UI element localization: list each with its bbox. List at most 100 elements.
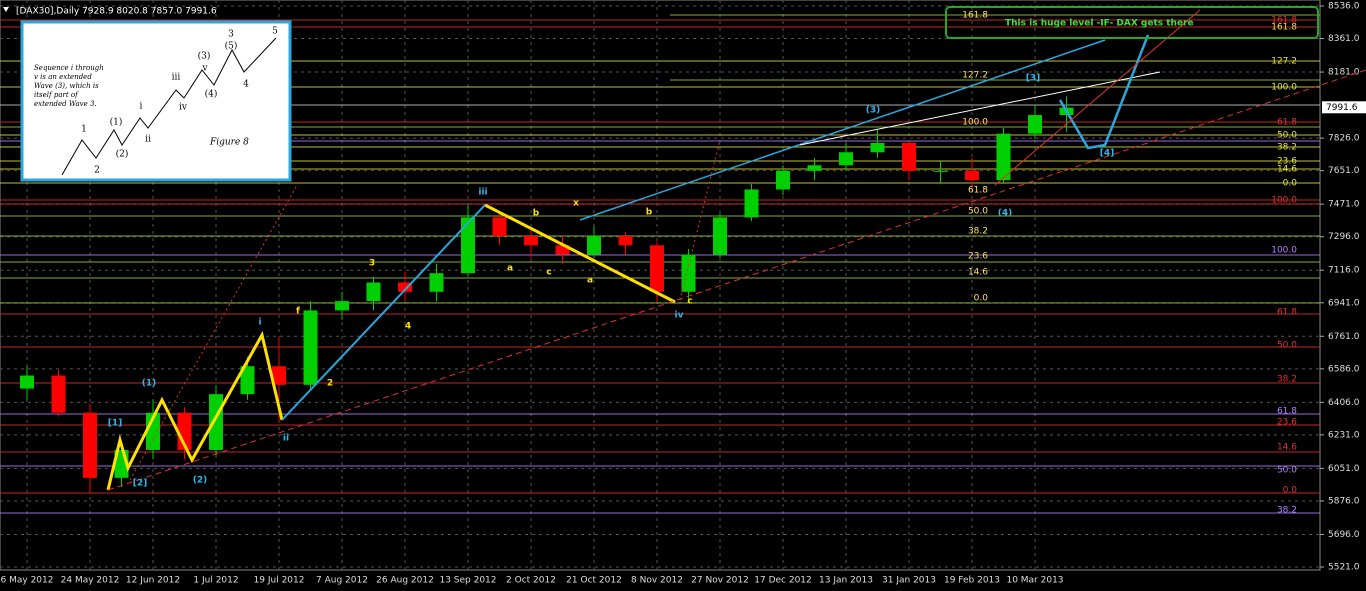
inset-wave — [61, 37, 277, 176]
wave-label: b — [646, 208, 653, 218]
candle-body — [870, 142, 885, 153]
y-tick-label: 6586.0 — [1328, 364, 1360, 374]
fib-label: 0.0 — [1283, 179, 1298, 189]
candle-body — [965, 170, 979, 181]
wave-label: [2] — [133, 479, 148, 489]
candle-body — [587, 235, 601, 255]
inset-label: 5 — [272, 27, 278, 37]
x-tick-label: 2 Oct 2012 — [506, 576, 556, 586]
last-price-tag — [1322, 101, 1366, 114]
wave-label: 3 — [369, 259, 375, 269]
y-tick-label: 6231.0 — [1328, 430, 1360, 440]
wave-label: (1) — [142, 379, 157, 389]
y-tick-label: 7471.0 — [1328, 200, 1360, 210]
inset-text-box: Sequence i through v is an extended Wave… — [34, 64, 104, 108]
fib-label: 127.2 — [962, 71, 988, 81]
candle-body — [618, 235, 633, 246]
wave-label: (2) — [193, 476, 208, 486]
chart-title: [DAX30],Daily 7928.9 8020.8 7857.0 7991.… — [16, 7, 217, 17]
inset-label: iii — [172, 73, 181, 83]
candle-body — [83, 412, 97, 478]
callout-box — [945, 6, 1319, 39]
y-tick-label: 6051.0 — [1328, 464, 1360, 474]
inset-caption: Figure 8 — [209, 138, 249, 148]
wave-line — [106, 330, 284, 491]
candle-body — [807, 165, 822, 171]
projection — [1058, 34, 1150, 150]
x-tick-label: 27 Nov 2012 — [691, 576, 749, 586]
y-tick-label: 8181.0 — [1328, 68, 1360, 78]
wave-label: c — [687, 297, 692, 307]
wave-label: a — [587, 276, 593, 286]
candle-body — [996, 133, 1011, 181]
candle-body — [398, 282, 412, 292]
x-tick-label: 7 Aug 2012 — [316, 576, 368, 586]
trend-line — [107, 69, 1366, 491]
wave-label: [3] — [1026, 74, 1041, 84]
wave-label: f — [296, 307, 300, 317]
fib-label: 61.8 — [1277, 308, 1297, 318]
fib-label: 38.2 — [968, 227, 988, 237]
y-tick-label: 5696.0 — [1328, 530, 1360, 540]
fib-label: 38.2 — [1277, 143, 1297, 153]
candle-body — [713, 217, 727, 255]
trend-line — [799, 71, 1161, 146]
fib-label: 61.8 — [968, 186, 988, 196]
inset-label: (5) — [225, 41, 238, 52]
x-tick-label: 1 Jul 2012 — [193, 576, 238, 586]
y-tick-label: 7296.0 — [1328, 232, 1360, 242]
candle-body — [744, 189, 759, 218]
fib-label: 100.0 — [1271, 246, 1297, 256]
candle-body — [429, 273, 444, 292]
x-tick-label: 17 Dec 2012 — [754, 576, 812, 586]
y-tick-label: 5876.0 — [1328, 496, 1360, 506]
x-tick-label: 10 Mar 2013 — [1006, 576, 1063, 586]
wave-label: [4] — [1100, 149, 1115, 159]
inset-label: ii — [145, 135, 151, 145]
candle-body — [902, 142, 916, 171]
trend-line — [579, 39, 1106, 221]
menu-arrow — [3, 7, 9, 12]
inset-label: (2) — [116, 149, 129, 160]
y-tick-label: 7651.0 — [1328, 166, 1360, 176]
fib-label: 100.0 — [962, 118, 988, 128]
candle-body — [1028, 115, 1042, 134]
candle-body — [240, 366, 255, 395]
y-tick-label: 5521.0 — [1328, 563, 1360, 573]
fib-label: 161.8 — [962, 11, 988, 21]
inset-label: (1) — [110, 117, 123, 128]
fib-label: 127.2 — [1271, 57, 1297, 67]
wave-label: iv — [675, 311, 684, 321]
candle-body — [51, 375, 66, 413]
candle-body — [335, 301, 349, 311]
x-tick-label: 24 May 2012 — [61, 576, 120, 586]
candle-body — [933, 170, 948, 172]
wave-label: a — [507, 264, 513, 274]
y-tick-label: 7116.0 — [1328, 266, 1360, 276]
y-tick-label: 7826.0 — [1328, 134, 1360, 144]
x-tick-label: 26 Aug 2012 — [376, 576, 434, 586]
fib-label: 38.2 — [1277, 375, 1297, 385]
fib-label: 50.0 — [1277, 466, 1297, 476]
callout: This is huge level -IF- DAX gets there — [1005, 19, 1194, 29]
fib-label: 0.0 — [1283, 486, 1298, 496]
inset-label: 1 — [81, 125, 87, 135]
y-tick-label: 8536.0 — [1328, 2, 1360, 12]
y-tick-label: 6406.0 — [1328, 398, 1360, 408]
wave-label: (3) — [866, 106, 881, 116]
fib-label: 50.0 — [968, 207, 988, 217]
candle-body — [650, 245, 664, 292]
fib-label: 100.0 — [1271, 196, 1297, 206]
fib-label: 23.6 — [1277, 418, 1297, 428]
fib-label: 50.0 — [1277, 341, 1297, 351]
inset-text: Sequence i through v is an extended Wave… — [34, 64, 104, 108]
wave-label: ii — [283, 434, 289, 444]
fib-label: 50.0 — [1277, 131, 1297, 141]
fib-label: 23.6 — [968, 252, 988, 262]
fib-label: 14.6 — [1277, 443, 1297, 453]
last-price-label: 7991.6 — [1326, 103, 1358, 113]
fib-label: 14.6 — [968, 268, 988, 278]
fib-label: 161.8 — [1271, 23, 1297, 33]
inset — [20, 20, 292, 182]
